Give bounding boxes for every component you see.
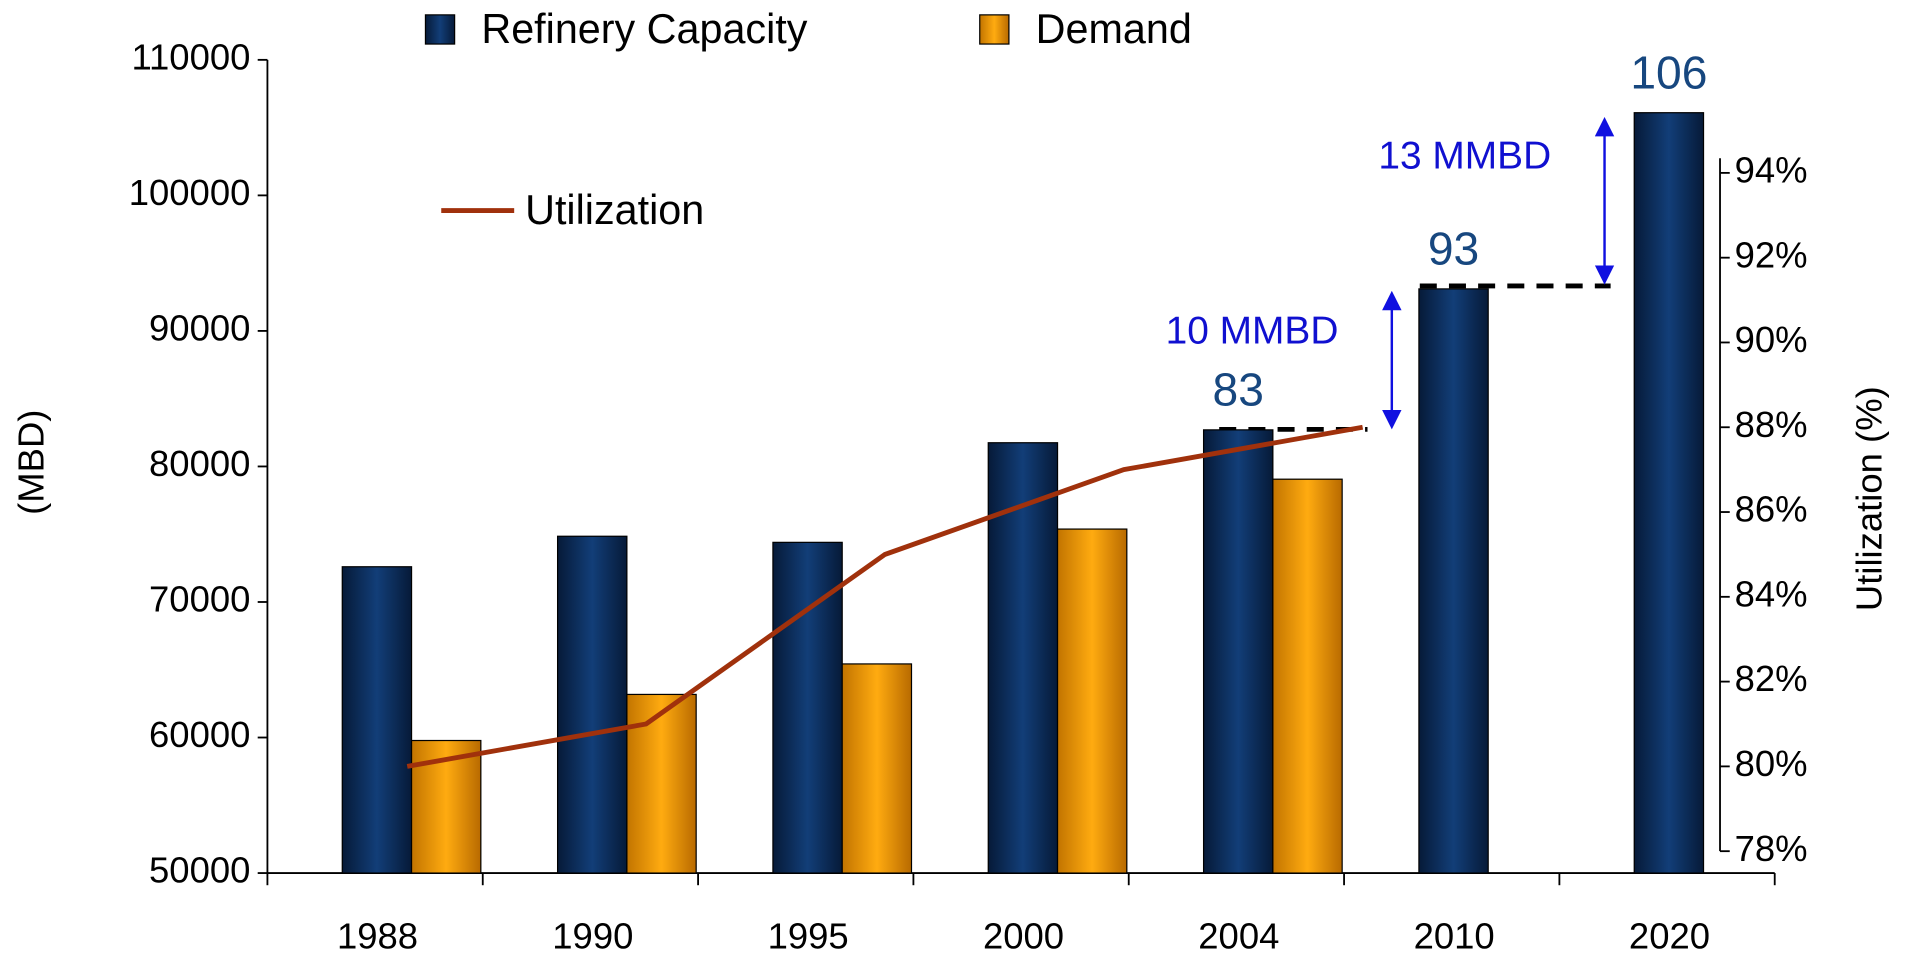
bar	[1202, 429, 1274, 874]
bar	[1272, 478, 1343, 874]
x-tick-label: 2020	[1629, 915, 1710, 956]
y2-tick-label: 78%	[1735, 828, 1808, 869]
data-label: 106	[1630, 46, 1707, 98]
x-tick-label: 2010	[1414, 915, 1495, 956]
y-tick-label: 70000	[149, 579, 250, 620]
y2-tick-label: 86%	[1735, 489, 1808, 530]
y-tick-label: 110000	[131, 36, 250, 77]
annotation: 10 MMBD	[1166, 310, 1339, 353]
y-tick-label: 90000	[149, 308, 250, 349]
y-tick-label: 80000	[149, 443, 250, 484]
y-tick-label: 100000	[129, 172, 251, 213]
y2-axis-label: Utilization (%)	[1849, 386, 1890, 611]
y2-tick-label: 92%	[1735, 234, 1808, 275]
y2-tick-label: 84%	[1735, 573, 1808, 614]
y-tick-label: 50000	[149, 850, 250, 891]
legend-label: Demand	[1036, 6, 1192, 52]
y-axis-label: (MBD)	[11, 410, 52, 515]
bar	[1056, 528, 1128, 874]
y2-tick-label: 88%	[1735, 404, 1808, 445]
x-tick-label: 2000	[983, 915, 1064, 956]
y-tick-label: 60000	[149, 714, 250, 755]
legend-swatch	[424, 14, 456, 45]
bar	[987, 442, 1059, 874]
utilization-line	[406, 424, 1364, 769]
legend-label: Utilization	[525, 187, 704, 233]
bar	[626, 693, 697, 874]
x-tick-label: 2004	[1198, 915, 1279, 956]
bar	[341, 566, 413, 874]
x-tick-label: 1990	[552, 915, 633, 956]
bar	[772, 541, 843, 874]
bar	[556, 535, 628, 874]
y2-tick-label: 94%	[1735, 150, 1808, 191]
legend-swatch	[979, 14, 1010, 45]
y2-tick-label: 82%	[1735, 658, 1808, 699]
bar	[1418, 288, 1489, 874]
x-tick-label: 1988	[337, 915, 418, 956]
bar	[1633, 112, 1705, 874]
annotation: 13 MMBD	[1378, 135, 1551, 178]
x-tick-label: 1995	[768, 915, 849, 956]
data-label: 93	[1428, 223, 1479, 275]
y2-tick-label: 90%	[1735, 319, 1808, 360]
data-label: 83	[1213, 364, 1264, 416]
y2-tick-label: 80%	[1735, 743, 1808, 784]
legend-label: Refinery Capacity	[481, 6, 807, 52]
bar	[841, 663, 913, 874]
